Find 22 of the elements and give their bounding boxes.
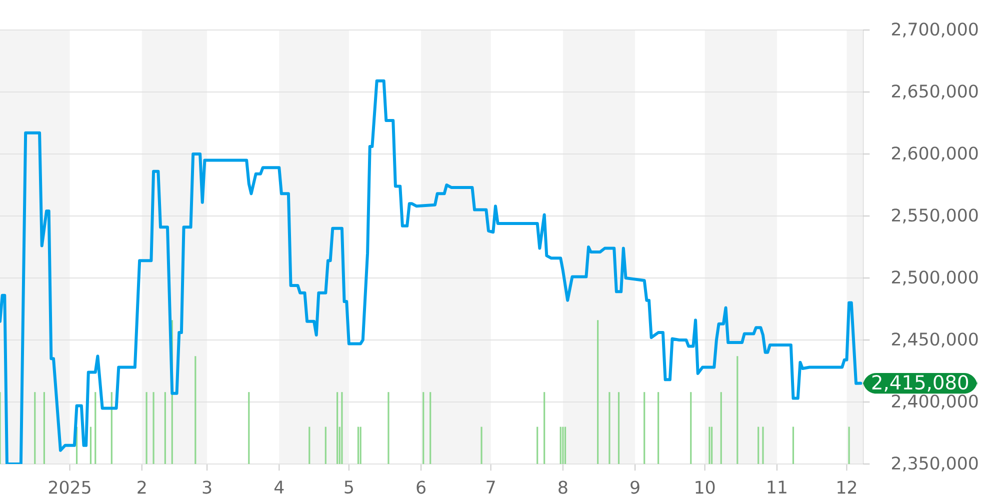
x-tick-label: 2 [138, 480, 146, 494]
y-tick-label: 2,550,000 [892, 208, 978, 224]
y-tick-label: 2,400,000 [892, 394, 978, 410]
x-tick-label: 6 [416, 480, 426, 494]
x-tick-label: 11 [768, 480, 786, 494]
x-tick-label: 12 [838, 480, 856, 494]
x-tick-label: 7 [486, 480, 495, 494]
data-label: 2,415,080 [872, 374, 968, 392]
y-tick-label: 2,500,000 [892, 270, 978, 286]
x-tick-label: 2025 [49, 480, 90, 494]
y-tick-label: 2,350,000 [892, 456, 978, 472]
x-tick-label: 5 [344, 480, 353, 494]
x-tick-label: 4 [274, 480, 284, 494]
x-tick-label: 10 [696, 480, 715, 494]
line-series [0, 79, 862, 464]
y-tick-label: 2,700,000 [892, 22, 978, 38]
y-tick-label: 2,600,000 [892, 146, 978, 162]
x-tick-label: 8 [558, 480, 568, 494]
x-tick-label: 3 [202, 480, 212, 494]
y-tick-label: 2,650,000 [892, 84, 978, 100]
x-tick-label: 9 [630, 480, 640, 494]
y-tick-label: 2,450,000 [892, 332, 978, 348]
